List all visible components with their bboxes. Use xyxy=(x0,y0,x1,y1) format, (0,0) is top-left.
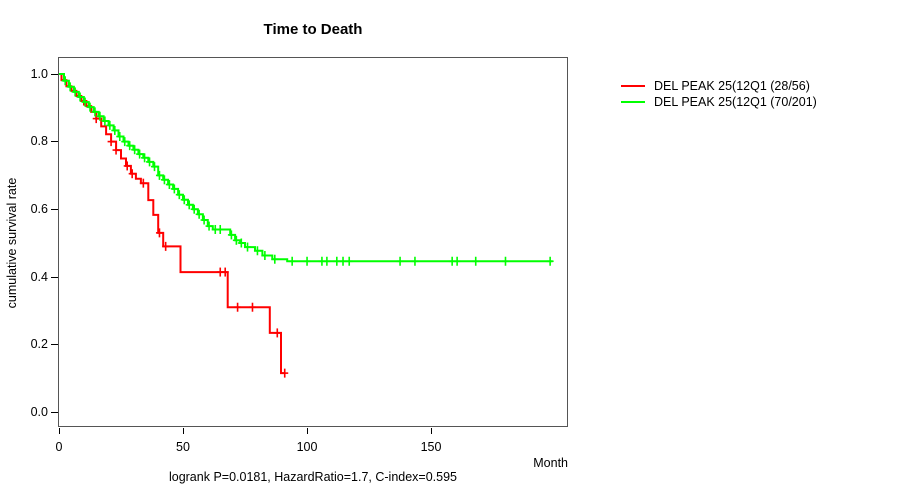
stats-caption: logrank P=0.0181, HazardRatio=1.7, C-ind… xyxy=(168,470,458,484)
censor-marks-2 xyxy=(61,76,554,266)
legend-item-group2: DEL PEAK 25(12Q1 (70/201) xyxy=(621,94,817,110)
legend-label-group2: DEL PEAK 25(12Q1 (70/201) xyxy=(654,95,817,109)
x-axis-label: Month xyxy=(533,456,568,470)
y-tick-0.4 xyxy=(51,277,58,278)
y-axis-label: cumulative survival rate xyxy=(5,177,19,309)
y-tick-label: 0.8 xyxy=(30,134,48,148)
y-tick-label: 0.2 xyxy=(30,337,48,351)
survival-curve-2 xyxy=(59,73,553,263)
y-tick-1.0 xyxy=(51,74,58,75)
x-tick-100 xyxy=(307,428,308,434)
y-tick-0.8 xyxy=(51,141,58,142)
x-tick-label: 100 xyxy=(296,440,318,454)
legend-item-group1: DEL PEAK 25(12Q1 (28/56) xyxy=(621,78,817,94)
legend-line-red-icon xyxy=(621,85,645,87)
legend-line-green-icon xyxy=(621,101,645,103)
y-tick-label: 0.0 xyxy=(30,405,48,419)
y-tick-0.6 xyxy=(51,209,58,210)
x-tick-0 xyxy=(59,428,60,434)
x-tick-50 xyxy=(183,428,184,434)
y-tick-label: 0.4 xyxy=(30,270,48,284)
legend: DEL PEAK 25(12Q1 (28/56) DEL PEAK 25(12Q… xyxy=(621,78,817,110)
legend-label-group1: DEL PEAK 25(12Q1 (28/56) xyxy=(654,79,810,93)
y-tick-0.2 xyxy=(51,344,58,345)
y-tick-0.0 xyxy=(51,412,58,413)
x-tick-label: 150 xyxy=(420,440,442,454)
plot-area xyxy=(58,57,568,427)
km-chart-svg xyxy=(59,73,554,378)
y-tick-label: 1.0 xyxy=(30,67,48,81)
x-tick-label: 0 xyxy=(55,440,63,454)
x-tick-150 xyxy=(431,428,432,434)
chart-title: Time to Death xyxy=(263,21,363,38)
x-tick-label: 50 xyxy=(176,440,190,454)
censor-marks-1 xyxy=(80,96,289,378)
y-tick-label: 0.6 xyxy=(30,202,48,216)
